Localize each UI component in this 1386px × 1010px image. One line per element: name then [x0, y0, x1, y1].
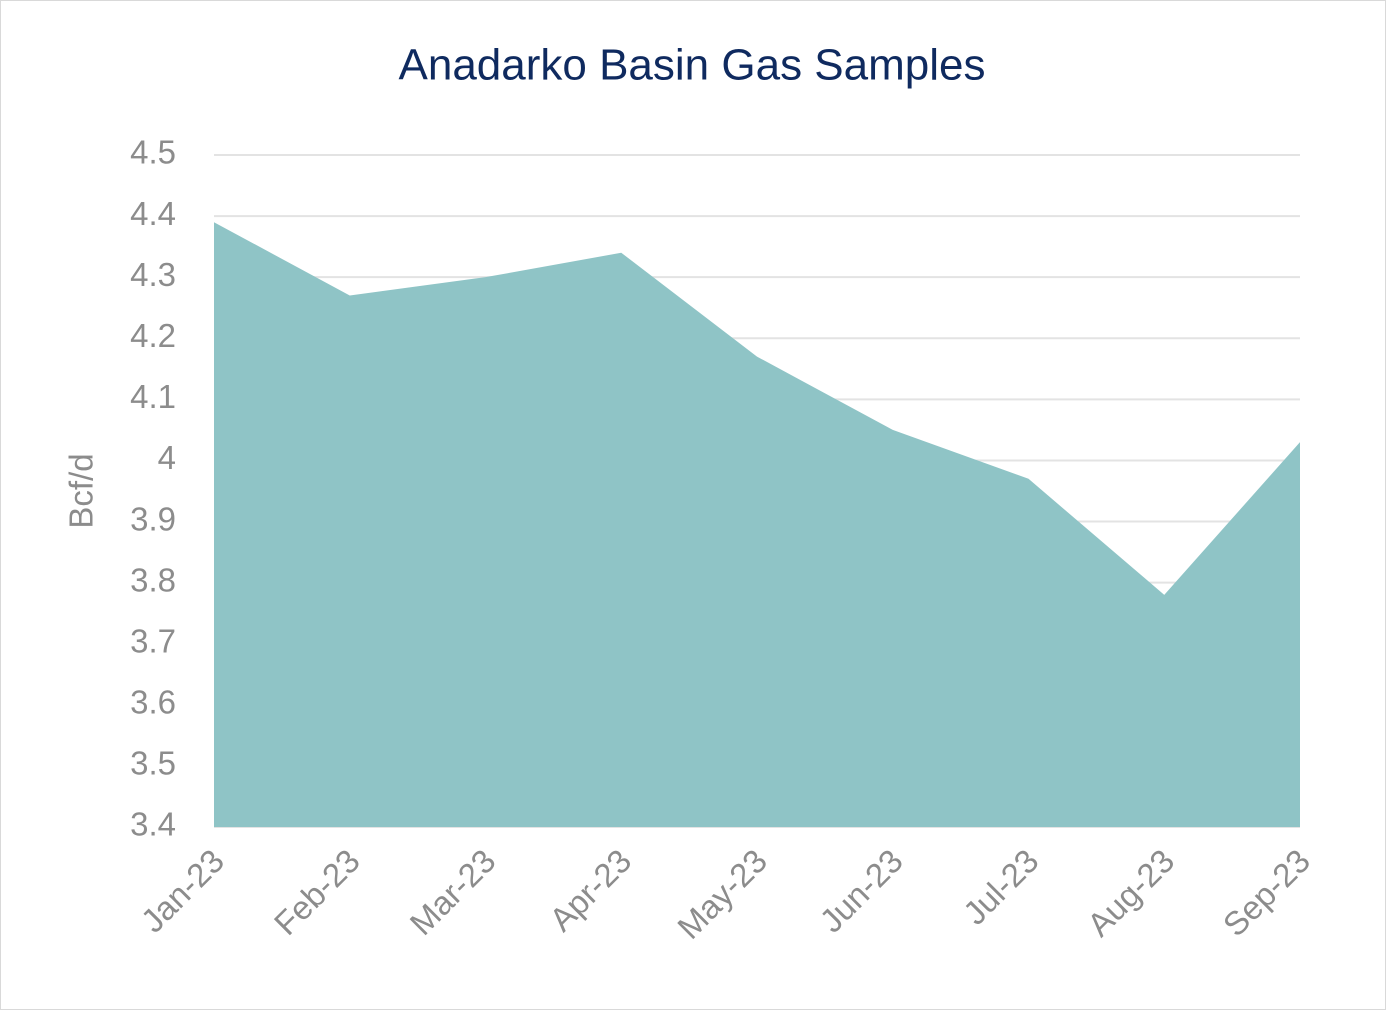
y-tick-label: 4.5 — [130, 134, 176, 171]
area — [214, 222, 1300, 827]
y-tick-label: 3.6 — [130, 684, 176, 721]
chart-title: Anadarko Basin Gas Samples — [399, 41, 986, 90]
y-tick-label: 4.3 — [130, 256, 176, 293]
y-tick-label: 3.8 — [130, 561, 176, 598]
y-tick-label: 3.4 — [130, 806, 176, 843]
y-tick-label: 4.1 — [130, 378, 176, 415]
y-tick-label: 4.2 — [130, 317, 176, 354]
y-tick-label: 3.7 — [130, 622, 176, 659]
y-tick-label: 3.9 — [130, 500, 176, 537]
y-tick-label: 4 — [158, 439, 176, 476]
y-tick-label: 4.4 — [130, 195, 176, 232]
y-tick-label: 3.5 — [130, 745, 176, 782]
y-axis-label: Bcf/d — [63, 453, 100, 528]
